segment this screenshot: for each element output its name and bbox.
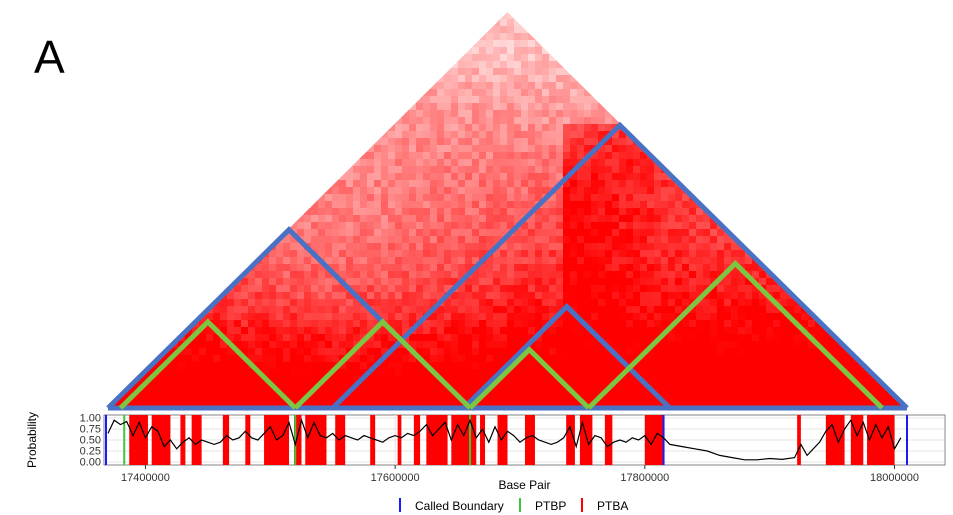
ptba-region-8	[305, 415, 327, 465]
tad-green-1	[293, 318, 472, 410]
ptba-region-22	[797, 415, 801, 465]
panel-label: A	[34, 31, 65, 83]
ptba-region-4	[222, 415, 230, 465]
ptba-region-11	[397, 415, 402, 465]
ptba-region-25	[867, 415, 895, 465]
legend-label: PTBP	[535, 499, 566, 513]
ptba-region-19	[579, 415, 593, 465]
tad-green-3	[586, 259, 884, 410]
ptba-region-14	[451, 415, 477, 465]
x-axis-title: Base Pair	[498, 478, 550, 492]
ptba-region-5	[245, 415, 251, 465]
tad-green-2	[468, 346, 591, 410]
ptba-region-0	[129, 415, 148, 465]
heatmap-diagonal	[108, 386, 907, 408]
legend-label: PTBA	[597, 499, 628, 513]
y-tick-label: 0.50	[80, 435, 101, 447]
probability-line	[107, 418, 902, 461]
ptba-region-3	[191, 415, 202, 465]
ptba-region-20	[604, 415, 613, 465]
tad-outlines	[106, 121, 909, 411]
probability-track: 0.000.250.500.751.00 17400000 17600000 1780…	[25, 412, 946, 492]
y-tick-label: 1.00	[80, 413, 101, 425]
ptba-region-23	[825, 415, 845, 465]
x-tick-label: 17600000	[371, 472, 420, 484]
heatmap-cells	[108, 12, 907, 408]
x-tick-label: 17400000	[121, 472, 170, 484]
tad-green-0	[118, 318, 298, 410]
heatmap-triangle	[108, 12, 907, 408]
y-axis-title: Probability	[25, 412, 39, 468]
ptba-region-10	[370, 415, 376, 465]
ptba-region-2	[180, 415, 186, 465]
x-tick-label: 18000000	[870, 472, 919, 484]
ptba-region-12	[413, 415, 421, 465]
ptba-region-9	[335, 415, 346, 465]
y-tick-label: 0.00	[80, 457, 101, 469]
ptba-region-18	[566, 415, 575, 465]
y-tick-label: 0.25	[80, 446, 101, 458]
tad-blue-1	[330, 121, 909, 410]
ptba-region-16	[497, 415, 508, 465]
y-tick-label: 0.75	[80, 424, 101, 436]
tad-blue-2	[462, 303, 672, 410]
legend: Called Boundary PTBP PTBA	[399, 498, 628, 513]
ptba-region-17	[524, 415, 535, 465]
legend-label: Called Boundary	[415, 499, 504, 513]
ptba-region-24	[850, 415, 864, 465]
x-tick-label: 17800000	[620, 472, 669, 484]
ptba-region-13	[426, 415, 448, 465]
ptba-region-15	[480, 415, 486, 465]
ptba-region-7	[294, 415, 302, 465]
